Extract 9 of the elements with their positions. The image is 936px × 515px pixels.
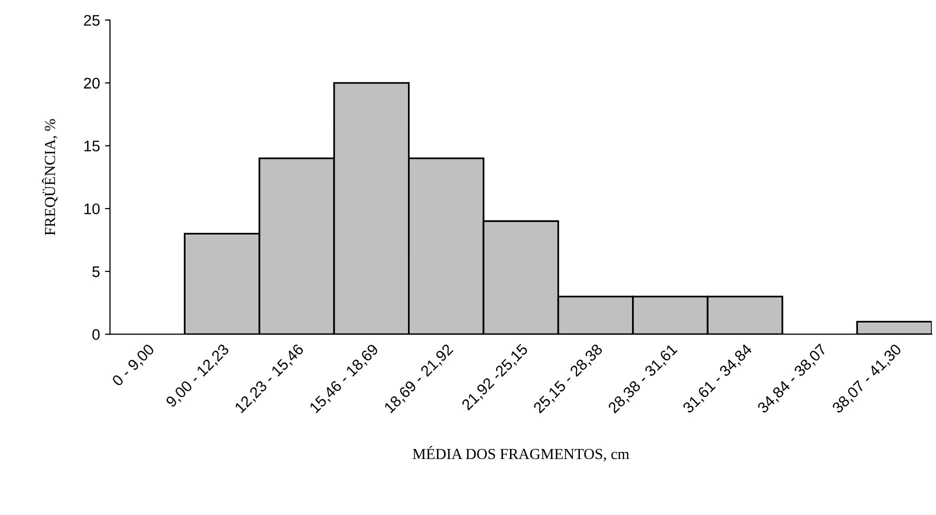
y-tick-label: 25 xyxy=(84,14,100,26)
x-tick-label: 0 - 9,00 xyxy=(111,343,156,388)
y-tick-label: 5 xyxy=(92,266,100,278)
y-tick-label: 15 xyxy=(84,140,100,152)
y-tick-label: 10 xyxy=(84,203,100,214)
y-tick-label: 0 xyxy=(92,329,100,340)
x-axis-title: MÉDIA DOS FRAGMENTOS, cm xyxy=(412,446,630,462)
y-axis-title: FREQÜÊNCIA, % xyxy=(42,119,58,236)
y-tick-label: 20 xyxy=(84,78,100,89)
